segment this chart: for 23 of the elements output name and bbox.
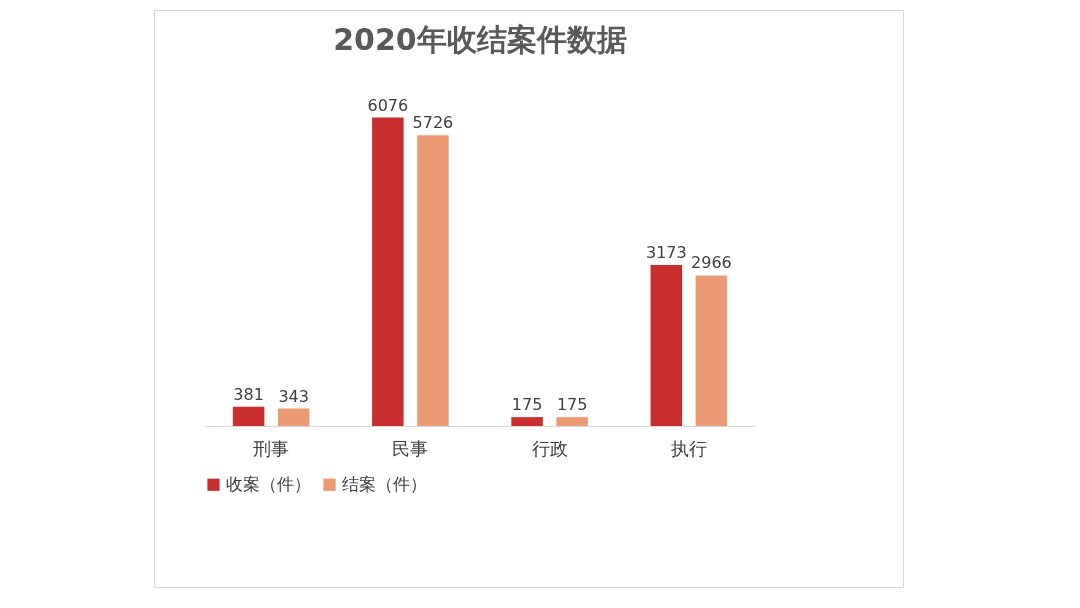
x-tick-label: 执行: [670, 437, 707, 459]
bar: [232, 406, 265, 426]
x-tick-label: 行政: [531, 437, 568, 459]
data-label: 381: [233, 384, 264, 404]
x-tick-label: 民事: [392, 437, 429, 459]
bar: [277, 408, 310, 426]
legend-label: 收案（件）: [226, 473, 311, 494]
bar: [650, 264, 683, 426]
bar: [372, 117, 404, 426]
data-label: 2966: [691, 253, 732, 273]
data-label: 3173: [645, 242, 687, 262]
data-label: 175: [556, 395, 588, 415]
x-tick-label: 刑事: [253, 437, 290, 459]
chart-title: 2020年收结案件数据: [333, 22, 627, 57]
data-label: 5726: [412, 113, 454, 133]
data-label: 343: [278, 386, 309, 406]
data-label: 6076: [367, 95, 409, 115]
bar: [695, 275, 728, 426]
bar: [556, 417, 588, 426]
bar: [417, 135, 449, 426]
legend-label: 结案（件）: [342, 473, 427, 494]
data-label: 175: [511, 395, 543, 415]
bar: [511, 417, 543, 426]
